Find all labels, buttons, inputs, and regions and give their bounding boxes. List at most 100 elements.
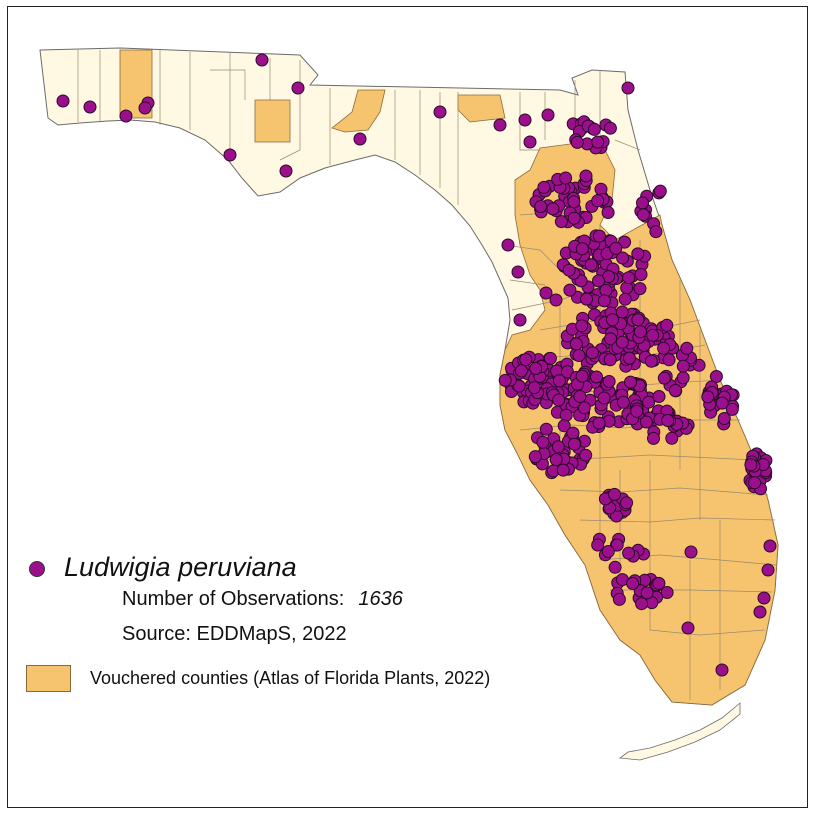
observation-point-254 [644,354,658,368]
observation-point-505 [717,412,731,425]
observation-point-295 [543,351,557,365]
observation-point-89 [537,180,551,194]
observation-point-313 [514,364,528,378]
observation-point-255 [615,335,629,349]
observation-point-375 [624,375,637,389]
observation-point-9 [279,164,293,178]
observation-point-531 [748,476,762,490]
observation-point-25 [753,605,767,619]
county-border-26 [519,419,740,431]
observation-point-139 [618,292,632,306]
observation-point-7 [291,81,305,95]
observation-point-415 [652,390,666,403]
observation-point-458 [536,435,550,449]
observation-point-386 [559,408,573,422]
observation-point-115 [633,282,647,296]
observation-point-150 [592,229,606,243]
observation-point-574 [657,371,671,385]
observation-point-368 [590,370,603,384]
observation-point-248 [660,318,674,332]
observation-point-506 [701,390,715,404]
observation-point-421 [661,414,675,427]
observation-point-148 [634,268,648,281]
observation-point-562 [610,538,624,552]
observation-point-87 [559,171,573,185]
observation-point-498 [725,402,739,416]
observation-point-488 [709,370,723,383]
observation-point-461 [579,448,593,462]
observation-point-27 [684,545,698,559]
observation-point-544 [652,576,666,590]
observation-point-91 [567,211,581,225]
observation-point-23 [761,563,775,577]
observation-count-label: Number of Observations: [122,588,345,610]
observation-point-561 [608,560,622,574]
observation-point-540 [660,586,674,599]
observation-point-216 [657,341,671,355]
observation-point-80 [601,206,615,219]
observation-point-237 [604,332,617,346]
observation-point-19 [539,286,553,300]
observation-point-158 [618,235,632,249]
county-border-21 [509,279,546,286]
observation-count: Number of Observations: 1636 [122,588,403,611]
observation-point-459 [567,437,581,451]
observation-point-88 [579,169,593,183]
observation-point-550 [635,597,649,611]
observation-point-585 [653,184,667,198]
data-source: Source: EDDMapS, 2022 [122,623,347,645]
county-border-5 [210,69,246,100]
observation-point-17 [501,238,515,252]
observation-point-530 [744,458,758,472]
observation-point-481 [608,487,621,501]
observation-point-83 [554,215,568,229]
observation-point-250 [575,319,589,333]
observation-point-378 [597,391,611,405]
observation-point-246 [585,346,599,360]
observation-point-90 [567,195,581,209]
observation-point-479 [620,496,634,510]
florida-keys [618,702,741,761]
observation-point-15 [523,135,537,149]
observation-point-390 [573,390,587,403]
observation-point-454 [556,463,570,477]
county-border-32 [649,629,766,636]
observation-point-578 [680,341,694,355]
observation-point-24 [757,591,771,605]
observation-point-455 [528,450,542,464]
observation-point-4 [119,109,133,123]
observation-point-14 [541,108,555,122]
observation-point-439 [539,422,553,436]
observation-point-413 [630,404,644,418]
observation-point-419 [639,415,653,429]
observation-point-236 [569,337,583,351]
observation-point-548 [626,577,640,590]
observation-point-385 [577,401,591,415]
observation-point-16 [621,81,635,95]
observation-point-573 [676,371,690,385]
observation-point-20 [513,313,527,327]
observation-point-321 [498,373,512,387]
observation-point-261 [606,313,619,327]
observation-point-45 [591,135,605,149]
observation-point-244 [572,349,586,362]
observation-point-405 [665,431,679,445]
observation-point-166 [597,294,611,308]
observation-point-6 [138,101,152,115]
observation-point-10 [353,132,367,146]
observation-point-586 [636,208,650,222]
observation-point-42 [603,121,617,135]
observation-point-560 [591,538,605,552]
observation-point-147 [631,247,645,261]
vouchered-county-2 [254,99,291,143]
observation-point-387 [616,395,630,409]
observation-point-577 [662,353,676,367]
county-border-18 [614,139,641,151]
observation-point-18 [511,265,525,279]
observation-point-258 [646,328,660,342]
county-border-20 [504,244,561,271]
observation-point-26 [715,663,729,677]
observation-point-1 [255,53,269,67]
observation-point-170 [575,242,589,256]
